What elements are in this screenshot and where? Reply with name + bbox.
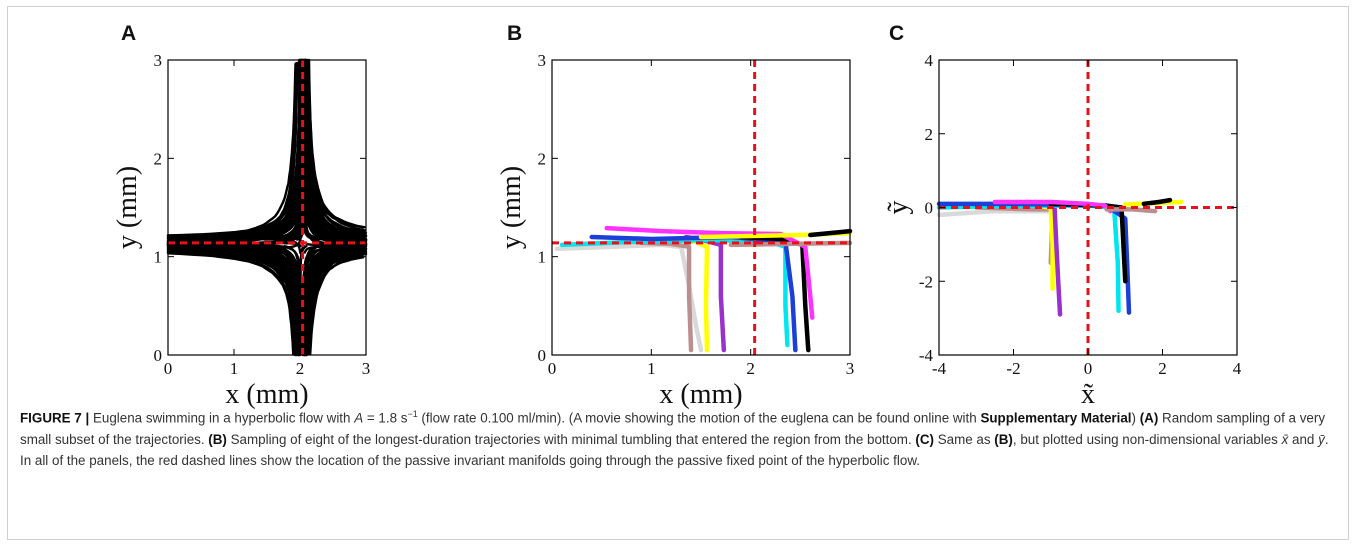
panel-c-trajectory-10 <box>1141 197 1173 207</box>
panel-c-trajectory-5 <box>936 201 1132 315</box>
x-tick-label: 2 <box>746 359 755 378</box>
trajectory-line <box>166 71 302 237</box>
caption-c-ref: (C) <box>915 431 934 447</box>
caption-text-1: Euglena swimming in a hyperbolic flow wi… <box>89 410 355 426</box>
x-tick-label: -4 <box>932 359 947 378</box>
y-tick-label: 0 <box>538 346 547 365</box>
figure-caption: FIGURE 7 | Euglena swimming in a hyperbo… <box>20 404 1338 472</box>
panel-a-plot: 0 1 2 3 0 1 2 3 x (mm) y (mm) <box>112 51 371 410</box>
y-tick-label: 2 <box>538 149 547 168</box>
panel-c-trajectory-1 <box>974 205 1055 266</box>
caption-text-3: (flow rate 0.100 ml/min). (A movie showi… <box>417 410 981 426</box>
panel-c-y-axis-label: ỹ <box>883 201 914 215</box>
panel-a-trajectories <box>166 58 368 357</box>
panel-a-axes-frame <box>167 59 367 356</box>
x-tick-label: 2 <box>1158 359 1167 378</box>
caption-supplementary-link[interactable]: Supplementary Material <box>980 410 1132 426</box>
x-tick-label: 1 <box>647 359 656 378</box>
panel-letter-b: B <box>507 22 523 45</box>
panel-c-x-axis-label: x̃ <box>1081 379 1095 410</box>
y-tick-label: 2 <box>154 149 163 168</box>
caption-superscript: −1 <box>407 409 418 419</box>
caption-text-10: . In all of the panels, the red dashed l… <box>20 431 1329 469</box>
caption-ybar: ȳ <box>1318 431 1325 447</box>
x-tick-label: 0 <box>1084 359 1093 378</box>
trajectory-line <box>166 251 298 357</box>
y-tick-label: 3 <box>538 51 547 70</box>
trajectory-line <box>166 241 300 357</box>
panel-letter-a: A <box>121 22 137 45</box>
x-tick-label: 3 <box>362 359 371 378</box>
y-tick-label: 2 <box>925 125 934 144</box>
y-tick-label: 1 <box>154 248 163 267</box>
y-tick-label: -2 <box>919 272 933 291</box>
panel-b-trajectory-5 <box>589 234 798 353</box>
x-tick-label: 0 <box>164 359 173 378</box>
panel-b-trajectory-6 <box>738 234 811 353</box>
caption-text-7: Same as <box>933 431 995 447</box>
caption-text-8: , but plotted using non-dimensional vari… <box>1012 431 1282 447</box>
panel-c-trajectory-0 <box>936 208 1057 218</box>
trajectory-line <box>167 62 297 240</box>
panel-b-axes-frame <box>551 59 851 356</box>
figure-frame <box>7 6 1349 540</box>
panel-b-y-axis-label: y (mm) <box>496 166 527 249</box>
y-tick-label: 0 <box>925 199 934 218</box>
panel-c-trajectory-9 <box>1104 207 1158 214</box>
x-tick-label: 3 <box>846 359 855 378</box>
panel-b-plot: 0 1 2 3 0 1 2 3 x (mm) y (mm) <box>496 51 855 410</box>
caption-text-6: Sampling of eight of the longest-duratio… <box>226 431 916 447</box>
panel-c-plot: -4 -2 0 2 4 -4 -2 0 2 4 x̃ ỹ <box>883 51 1242 410</box>
panel-c-trajectory-4 <box>936 203 1121 313</box>
panel-b-trajectory-10 <box>808 228 853 238</box>
y-tick-label: 4 <box>925 51 934 70</box>
panel-b-trajectory-0 <box>554 242 704 353</box>
y-tick-label: 3 <box>154 51 163 70</box>
x-tick-label: 0 <box>548 359 557 378</box>
trajectory-line <box>305 60 368 235</box>
trajectory-line <box>166 241 302 307</box>
x-tick-label: 2 <box>296 359 305 378</box>
caption-b-ref: (B) <box>208 431 227 447</box>
caption-text-5: Random sampling of a very small subset o… <box>20 410 1326 447</box>
trajectory-line <box>166 133 302 243</box>
trajectory-line <box>305 245 349 353</box>
trajectory-line <box>303 131 368 243</box>
caption-b-ref-2: (B) <box>994 431 1013 447</box>
x-tick-label: 1 <box>230 359 239 378</box>
y-tick-label: 1 <box>538 248 547 267</box>
panel-letter-c: C <box>889 22 905 45</box>
trajectory-line <box>166 248 301 357</box>
y-tick-label: -4 <box>919 346 934 365</box>
caption-xbar: x̄ <box>1281 431 1289 447</box>
caption-label: FIGURE 7 | <box>20 410 90 426</box>
x-tick-label: 4 <box>1233 359 1242 378</box>
panel-c-trajectory-3 <box>1026 199 1063 317</box>
x-tick-label: -2 <box>1006 359 1020 378</box>
trajectory-line <box>303 246 367 357</box>
panel-b-x-axis-label: x (mm) <box>659 379 742 410</box>
caption-a-ref: (A) <box>1139 410 1159 426</box>
trajectory-line <box>166 58 302 243</box>
y-tick-label: 0 <box>154 346 163 365</box>
panel-a-x-axis-label: x (mm) <box>225 379 308 410</box>
panel-a-y-axis-label: y (mm) <box>112 166 143 249</box>
caption-text-9: and <box>1288 431 1319 447</box>
caption-a-symbol: A <box>354 410 364 426</box>
caption-text-4: ) <box>1131 410 1140 426</box>
caption-text-2: = 1.8 s <box>363 410 408 426</box>
